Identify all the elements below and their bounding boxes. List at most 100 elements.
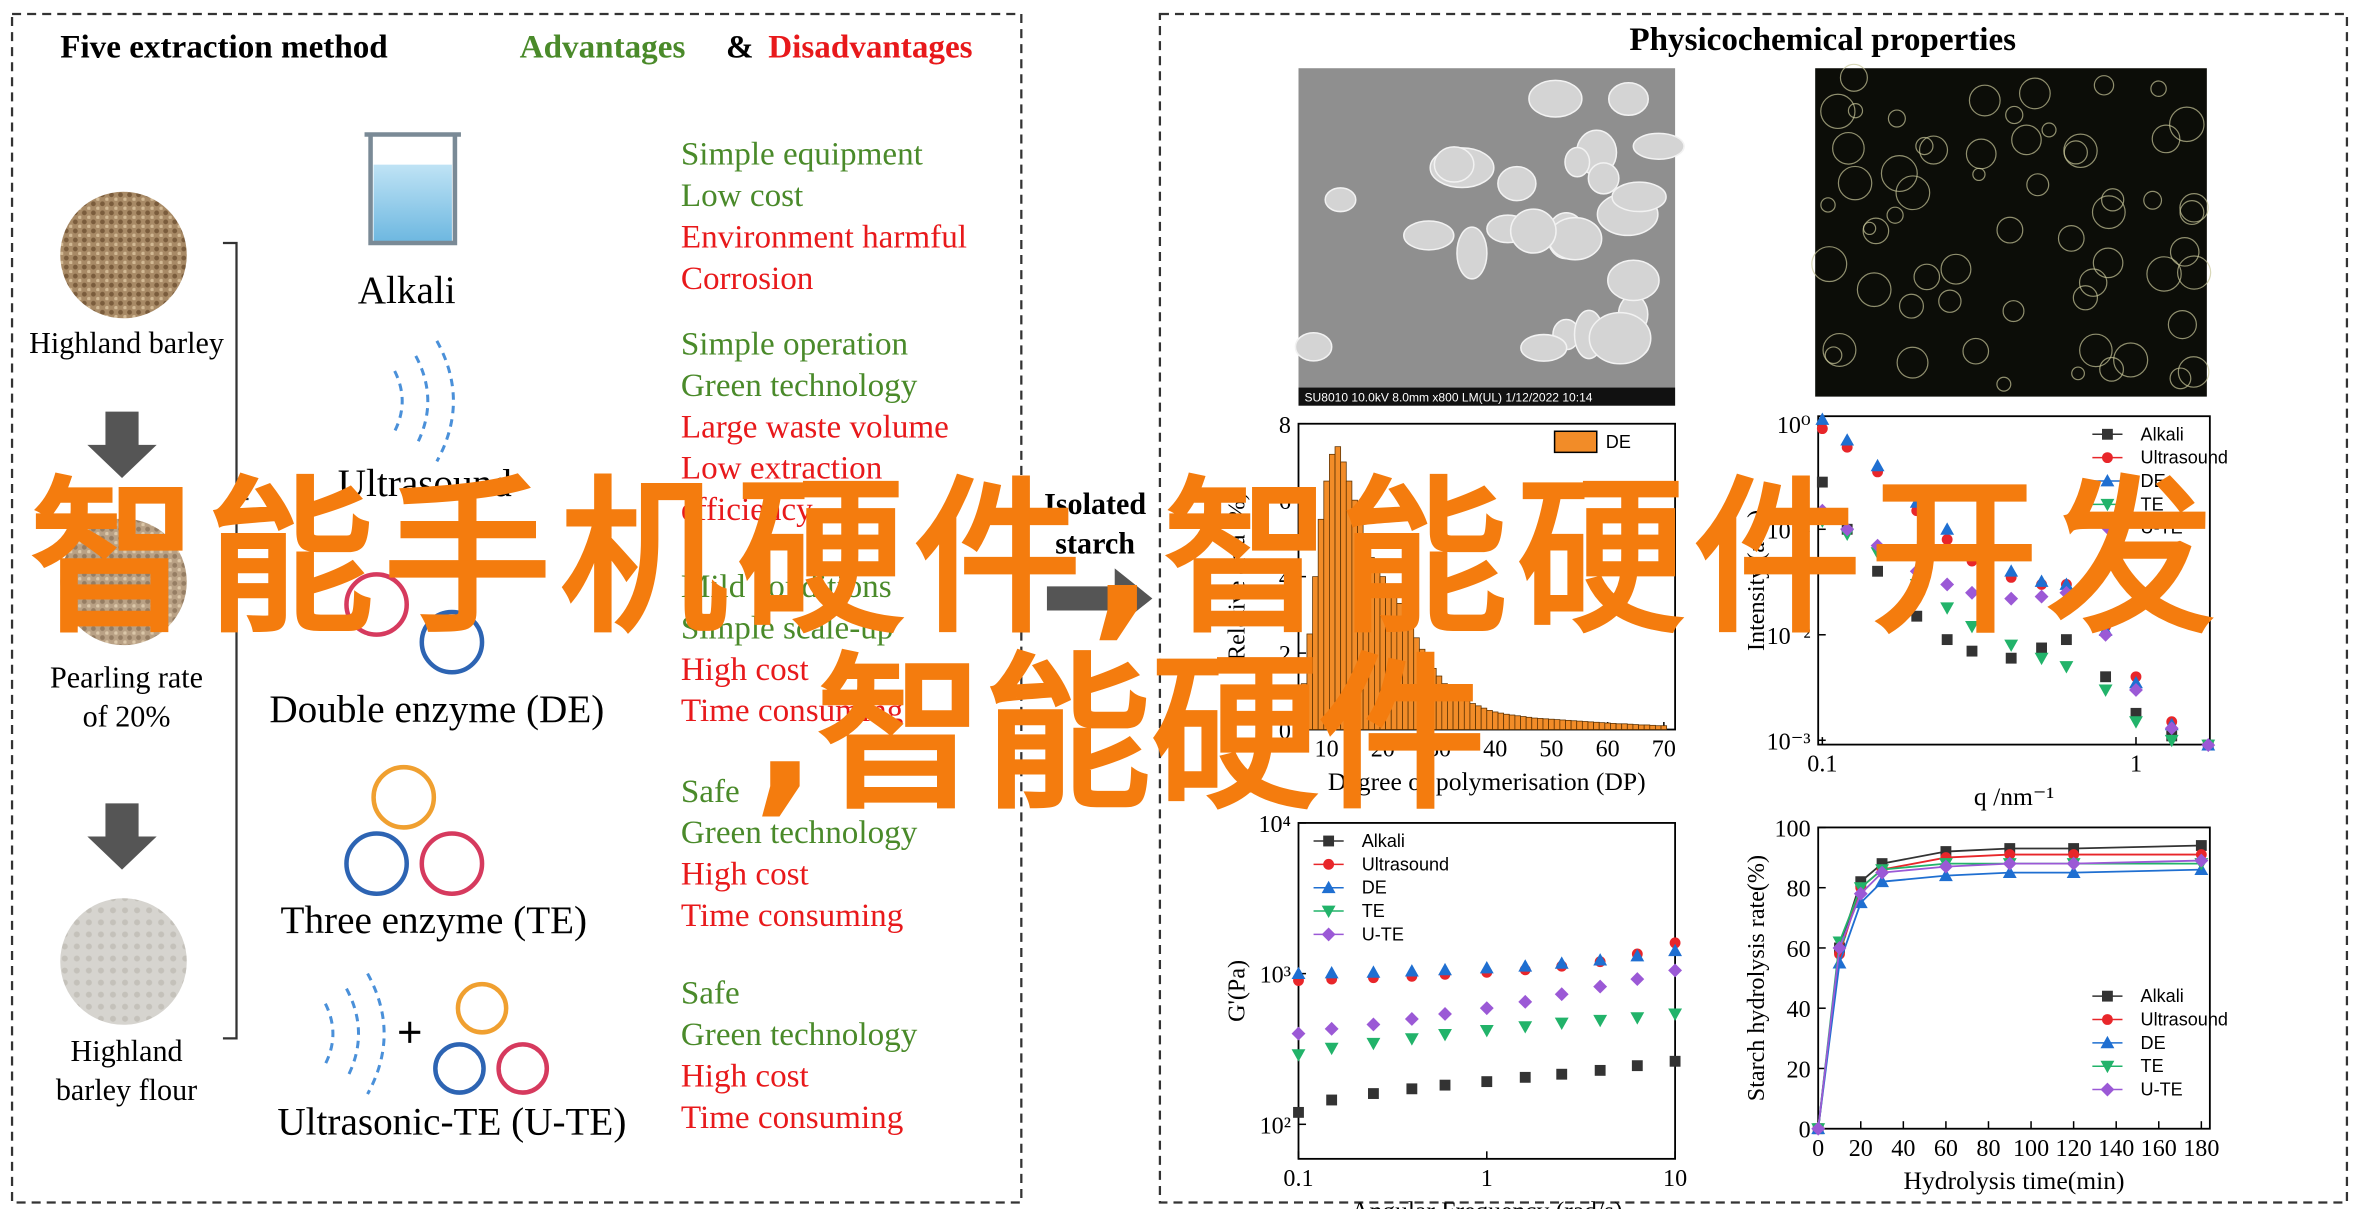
sem-caption: SU8010 10.0kV 8.0mm x800 LM(UL) 1/12/202… <box>1305 390 1593 404</box>
method-name: Ultrasonic-TE (U-TE) <box>277 1101 626 1144</box>
marker <box>1291 1049 1306 1062</box>
x-axis-label: q /nm⁻¹ <box>1974 782 2054 811</box>
histogram-bar <box>1565 719 1572 730</box>
marker <box>2034 574 2049 587</box>
granule <box>2179 200 2205 226</box>
granule <box>2177 356 2210 388</box>
x-tick-label: 50 <box>1539 737 1563 763</box>
overlay-text: ,智能硬件 <box>753 639 1485 833</box>
granule <box>2101 188 2125 212</box>
y-tick-label: 60 <box>1787 937 1811 963</box>
granule <box>1880 155 1918 193</box>
granule <box>1822 332 1857 367</box>
marker <box>1518 959 1533 972</box>
legend-swatch <box>1553 430 1598 454</box>
granule <box>1832 131 1865 165</box>
marker <box>1438 1028 1452 1042</box>
granule <box>1632 132 1685 160</box>
granule <box>1847 103 1864 119</box>
legend-label: Alkali <box>1362 831 1405 851</box>
advantage: Green technology <box>681 814 918 851</box>
granule <box>2072 285 2099 311</box>
granule <box>2071 366 2085 381</box>
x-axis-label: Degree of polymerisation (DP) <box>1328 767 1646 796</box>
y-tick-label: 10⁻¹ <box>1767 518 1811 544</box>
marker <box>2100 671 2112 683</box>
histogram-bar <box>1598 722 1606 730</box>
histogram-bar <box>1660 725 1668 730</box>
y-axis-label: Intensity (a.u.) <box>1744 510 1770 651</box>
granule <box>1811 246 1848 283</box>
granule <box>1913 263 1941 291</box>
legend-label: DE <box>2141 471 2166 491</box>
marker <box>1870 547 1885 560</box>
y-axis-label: G'(Pa) <box>1224 960 1250 1022</box>
x-tick-label: 20 <box>1849 1136 1873 1162</box>
granule <box>1509 208 1557 254</box>
histogram-bar <box>1581 721 1589 730</box>
flow-step-label: of 20% <box>83 700 171 734</box>
granule <box>1607 82 1650 117</box>
x-tick-label: 60 <box>1596 737 1620 763</box>
granule <box>2063 140 2088 165</box>
granule <box>1915 136 1934 156</box>
granule <box>1837 165 1873 201</box>
legend-label: TE <box>2141 1056 2164 1076</box>
granule <box>1607 259 1660 302</box>
disadvantage: High cost <box>681 1058 810 1095</box>
ampersand: & <box>726 29 754 66</box>
legend-label: U-TE <box>1362 924 1404 944</box>
y-tick-label: 10³ <box>1260 963 1291 989</box>
granule <box>1820 197 1836 213</box>
legend-label: Ultrasound <box>2141 1010 2228 1030</box>
method-name: Double enzyme (DE) <box>269 688 604 731</box>
marker <box>2034 589 2049 604</box>
disadvantage: Environment harmful <box>681 218 967 255</box>
marker <box>2068 843 2080 854</box>
x-tick-label: 60 <box>1934 1136 1958 1162</box>
marker <box>1669 937 1681 949</box>
granule <box>1433 146 1475 183</box>
marker <box>1668 963 1683 978</box>
marker <box>1594 1064 1606 1076</box>
right-frame <box>1158 12 2349 1204</box>
marker <box>1326 1094 1338 1106</box>
marker <box>1853 895 1868 909</box>
histogram-bar <box>1570 720 1578 730</box>
marker <box>1404 1033 1419 1046</box>
granule <box>1403 220 1455 251</box>
granule <box>1996 216 2024 244</box>
histogram-bar <box>1655 725 1662 730</box>
marker <box>1875 865 1889 880</box>
isolated-label: starch <box>1055 526 1135 560</box>
histogram-bar <box>1553 719 1561 730</box>
marker <box>1323 858 1335 870</box>
marker <box>1668 1008 1683 1021</box>
marker <box>2004 564 2019 577</box>
marker <box>2130 707 2142 719</box>
x-tick-label: 160 <box>2141 1136 2177 1162</box>
y-tick-label: 10⁻³ <box>1767 729 1811 755</box>
y-tick-label: 40 <box>1787 997 1811 1023</box>
granule <box>1839 63 1868 92</box>
marker <box>2101 990 2113 1002</box>
x-tick-label: 0.1 <box>1807 752 1837 778</box>
granule <box>1940 253 1972 285</box>
x-tick-label: 40 <box>1891 1136 1915 1162</box>
marker <box>1366 965 1381 978</box>
plot-frame <box>1817 826 2211 1130</box>
granule <box>1996 376 2012 392</box>
flow-arrow <box>87 411 157 478</box>
legend-label: TE <box>2141 494 2164 514</box>
x-tick-label: 180 <box>2183 1136 2219 1162</box>
marker <box>1816 423 1828 435</box>
marker <box>2100 498 2115 512</box>
marker <box>1938 868 1953 882</box>
histogram-bar <box>1615 723 1623 730</box>
granule <box>1898 293 1924 319</box>
histogram-bar <box>1587 721 1594 730</box>
marker <box>2068 849 2080 860</box>
marker <box>1366 1037 1381 1051</box>
disadvantage: Time consuming <box>681 692 903 729</box>
granule <box>1972 167 1986 182</box>
